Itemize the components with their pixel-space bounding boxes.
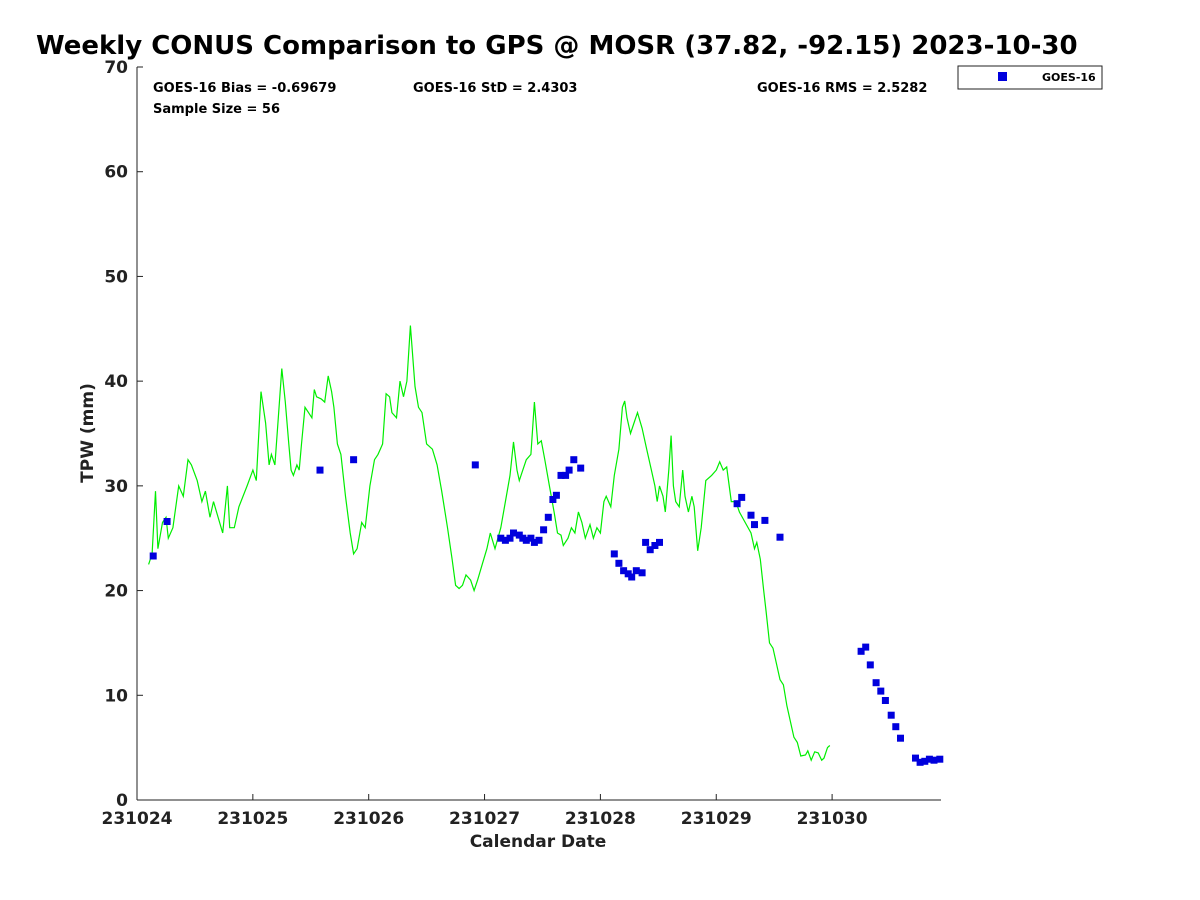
goes16-point [936, 755, 944, 763]
goes16-point [628, 573, 636, 581]
goes16-point [733, 500, 741, 508]
x-tick-label: 231024 [102, 809, 173, 829]
goes16-point [912, 754, 919, 762]
goes16-point [857, 647, 865, 655]
goes16-point [656, 538, 663, 546]
goes16-point [651, 542, 659, 549]
goes16-point [642, 538, 650, 546]
goes16-point [877, 687, 885, 695]
x-tick-label: 231027 [449, 809, 520, 829]
sample-size-stat: Sample Size = 56 [153, 102, 280, 117]
goes16-point [738, 493, 746, 501]
chart-title: Weekly CONUS Comparison to GPS @ MOSR (3… [36, 31, 1078, 61]
y-tick-label: 50 [104, 267, 128, 287]
legend-marker [998, 72, 1007, 81]
goes16-point [497, 534, 505, 542]
goes16-point [897, 734, 904, 742]
y-tick-label: 0 [116, 791, 128, 811]
goes16-point [506, 534, 514, 542]
legend-label-goes16: GOES-16 [1042, 71, 1096, 84]
goes16-point [565, 466, 573, 474]
goes16-point [892, 723, 900, 731]
goes16-point [921, 757, 929, 765]
y-tick-label: 30 [104, 477, 128, 497]
goes16-point [881, 697, 889, 704]
goes16-point [163, 518, 171, 525]
goes16-point [776, 533, 784, 541]
goes16-point [887, 711, 895, 719]
goes16-point [916, 758, 924, 766]
goes16-point [751, 521, 758, 529]
std-stat: GOES-16 StD = 2.4303 [413, 81, 577, 96]
goes16-point [620, 567, 628, 575]
goes16-point [866, 661, 874, 669]
gps-tpw-line [148, 325, 831, 762]
plot-area [137, 67, 941, 800]
goes16-point [527, 534, 535, 542]
x-tick-label: 231030 [797, 809, 868, 829]
goes16-point [925, 755, 933, 763]
goes16-point [862, 643, 870, 651]
goes16-point [350, 456, 358, 464]
y-tick-label: 70 [104, 58, 128, 78]
y-tick-label: 60 [104, 163, 128, 183]
goes16-point [471, 461, 479, 469]
goes16-point [510, 529, 517, 537]
x-tick-label: 231026 [333, 809, 404, 829]
y-tick-label: 20 [104, 582, 128, 602]
goes16-point [577, 464, 585, 472]
y-tick-label: 40 [104, 372, 128, 392]
goes16-point [552, 491, 560, 499]
x-tick-label: 231029 [681, 809, 752, 829]
goes16-point [638, 569, 646, 577]
goes16-point [632, 567, 640, 575]
y-axis-ticks: 0 10 20 30 40 50 60 70 [104, 58, 143, 811]
bias-stat: GOES-16 Bias = -0.69679 [153, 81, 336, 96]
rms-stat: GOES-16 RMS = 2.5282 [757, 81, 927, 96]
goes16-point [549, 496, 557, 503]
goes16-point [872, 679, 880, 687]
goes16-point [316, 466, 324, 474]
goes16-point [530, 538, 538, 546]
x-tick-label: 231025 [217, 809, 288, 829]
goes16-point [646, 546, 654, 554]
x-axis-ticks: 231024 231025 231026 231027 231028 231029 2310… [102, 794, 868, 829]
goes16-point [522, 536, 530, 544]
goes16-points [149, 456, 944, 766]
goes16-point [540, 526, 548, 534]
y-axis-label: TPW (mm) [78, 383, 98, 483]
goes16-point [930, 756, 938, 764]
goes16-point [562, 471, 570, 479]
goes16-point [501, 536, 509, 544]
x-axis-label: Calendar Date [470, 832, 607, 852]
goes16-point [544, 513, 552, 521]
x-tick-label: 231028 [565, 809, 636, 829]
goes16-point [149, 552, 157, 560]
legend: GOES-16 [957, 65, 1103, 90]
legend-box [957, 65, 1103, 90]
goes16-point [535, 536, 543, 544]
goes16-point [615, 559, 623, 567]
y-tick-label: 10 [104, 686, 128, 706]
goes16-point [557, 471, 565, 479]
goes16-point [610, 550, 618, 558]
goes16-point [570, 456, 578, 464]
goes16-point [747, 511, 755, 519]
goes16-point [761, 516, 769, 524]
